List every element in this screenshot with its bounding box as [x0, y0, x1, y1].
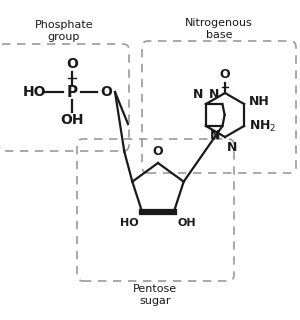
Text: OH: OH: [178, 218, 196, 228]
Text: P: P: [66, 84, 78, 100]
Text: OH: OH: [60, 113, 84, 127]
Text: N: N: [210, 129, 220, 142]
Text: O: O: [66, 57, 78, 71]
Text: N: N: [209, 88, 219, 101]
Text: O: O: [153, 145, 163, 158]
Text: Pentose
sugar: Pentose sugar: [133, 284, 177, 306]
Text: O: O: [100, 85, 112, 99]
Text: NH: NH: [249, 94, 270, 108]
Text: Phosphate
group: Phosphate group: [35, 20, 93, 42]
Text: HO: HO: [119, 218, 138, 228]
Text: Nitrogenous
base: Nitrogenous base: [185, 19, 253, 40]
Text: HO: HO: [22, 85, 46, 99]
Text: N: N: [227, 141, 237, 154]
Text: N: N: [193, 88, 203, 101]
Text: O: O: [220, 68, 230, 81]
Text: NH$_2$: NH$_2$: [249, 118, 276, 133]
